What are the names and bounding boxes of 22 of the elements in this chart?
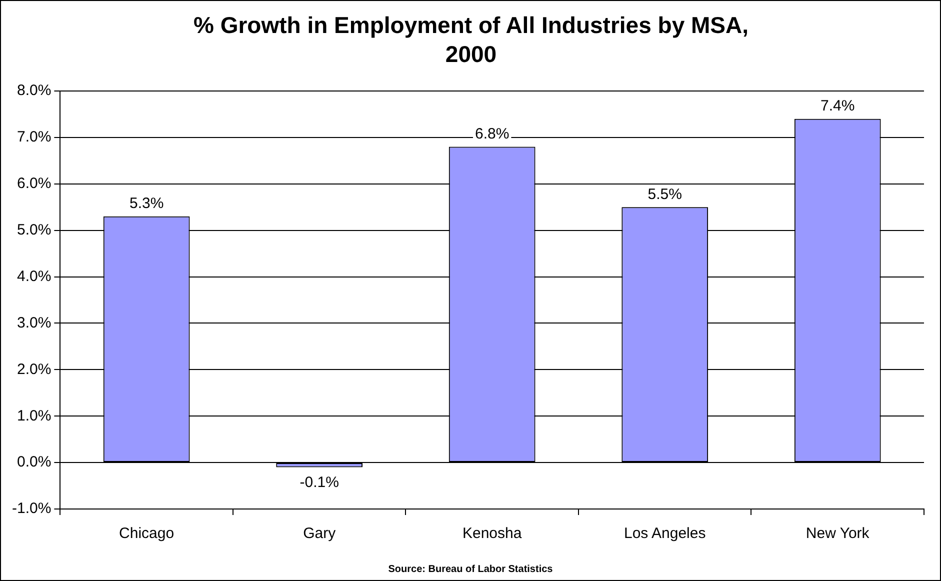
data-label: 5.5% [648,186,682,203]
y-tick-label: 3.0% [16,314,52,332]
data-label: 7.4% [820,98,855,115]
source-note: Source: Bureau of Labor Statistics [387,564,554,575]
x-tick-label: New York [806,525,870,542]
data-label: -0.1% [300,474,339,491]
y-tick-label: 2.0% [16,360,52,378]
x-tick-label: Los Angeles [624,525,706,542]
y-tick-label: 4.0% [16,268,52,285]
data-label: 5.3% [129,195,164,212]
chart-title: % Growth in Employment of All Industries by MSA, 2000 [192,11,750,69]
x-tick-label: Chicago [119,525,174,542]
y-tick-label: 1.0% [16,407,52,424]
y-tick-label: 5.0% [16,221,52,238]
y-tick-label: 0.0% [16,454,52,471]
y-tick-label: -1.0% [12,500,52,518]
data-label: 6.8% [474,125,510,142]
y-tick-label: 8.0% [16,82,52,100]
y-tick-label: 6.0% [16,175,52,192]
x-tick-label: Gary [303,525,336,542]
y-tick-label: 7.0% [16,128,52,146]
x-tick-label: Kenosha [462,525,522,542]
